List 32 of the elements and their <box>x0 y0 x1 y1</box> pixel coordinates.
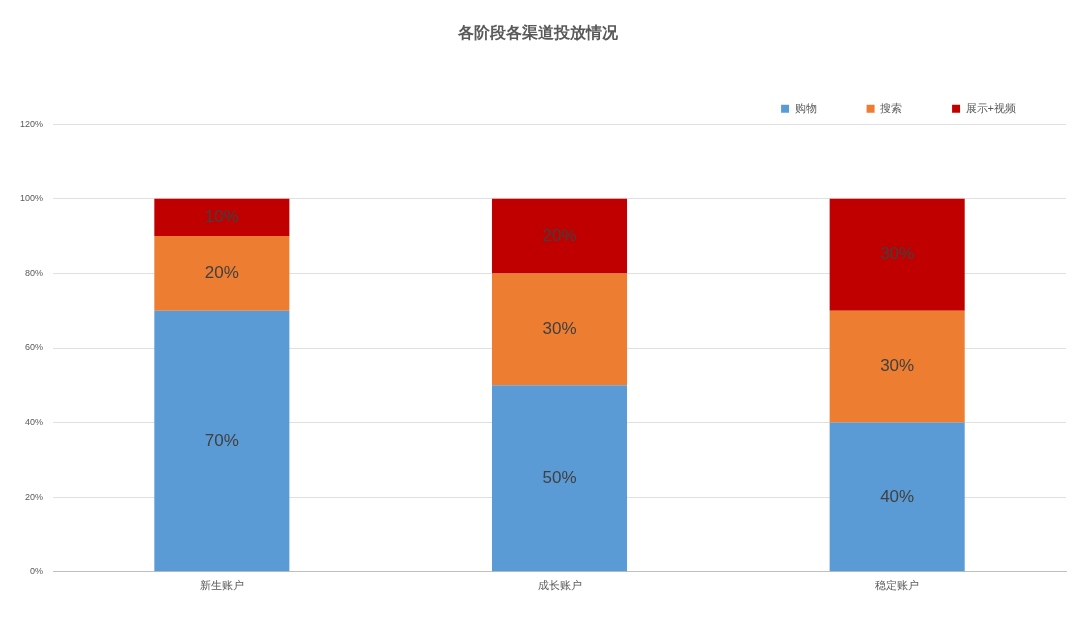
y-tick-label: 0% <box>30 566 44 577</box>
data-label: 50% <box>542 467 577 487</box>
data-label: 10% <box>204 207 239 227</box>
y-tick-label: 120% <box>19 118 44 129</box>
y-tick-label: 40% <box>25 417 44 428</box>
bar <box>154 236 290 311</box>
y-tick-label: 80% <box>25 267 44 278</box>
data-label: 20% <box>542 225 577 245</box>
legend-label: 展示+视频 <box>965 101 1017 114</box>
bar <box>829 198 965 311</box>
data-label: 40% <box>880 486 915 506</box>
bar <box>154 310 290 572</box>
y-tick-label: 20% <box>25 491 44 502</box>
data-label: 70% <box>204 430 239 450</box>
bar <box>491 198 628 274</box>
data-label: 30% <box>542 319 577 339</box>
bar <box>829 422 965 572</box>
bar <box>829 310 965 423</box>
y-tick-label: 100% <box>19 193 44 204</box>
legend-label: 购物 <box>794 101 817 114</box>
bar <box>154 198 290 237</box>
data-label: 20% <box>204 263 239 283</box>
bar <box>491 273 628 386</box>
y-tick-label: 60% <box>25 342 44 353</box>
x-tick-label: 成长账户 <box>537 579 582 592</box>
legend-label: 搜索 <box>880 101 903 114</box>
data-label: 30% <box>880 356 915 376</box>
chart-title: 各阶段各渠道投放情况 <box>457 24 619 42</box>
bar <box>491 385 628 572</box>
data-label: 30% <box>880 244 915 264</box>
x-tick-label: 稳定账户 <box>875 579 920 592</box>
x-tick-label: 新生账户 <box>199 579 244 592</box>
